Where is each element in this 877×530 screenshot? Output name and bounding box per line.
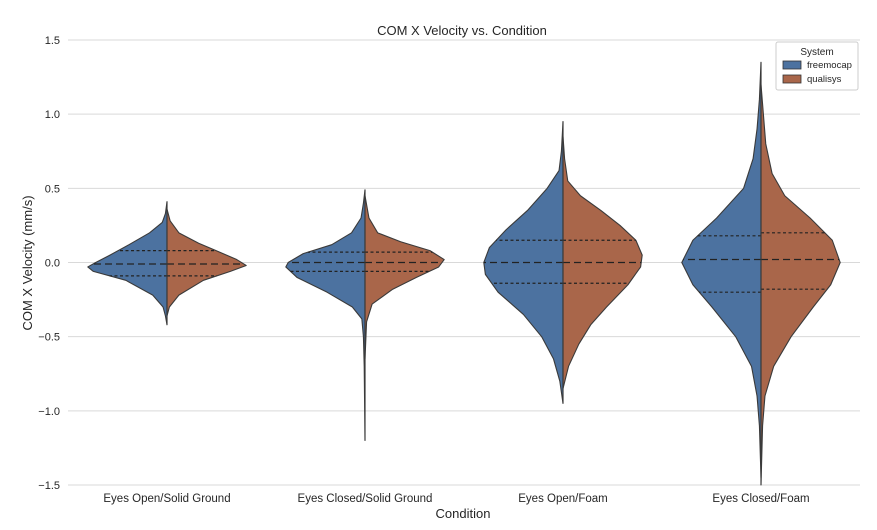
legend-swatch-qualisys [782,74,802,84]
violin-half-freemocap [681,61,762,479]
y-axis-ticks: −1.5 −1.0 −0.5 0.0 0.5 1.0 1.5 [38,35,60,492]
x-axis-ticks: Eyes Open/Solid Ground Eyes Closed/Solid … [103,493,809,505]
x-tick-label: Eyes Closed/Solid Ground [298,493,433,505]
x-tick-label: Eyes Closed/Foam [712,493,809,505]
legend-title: System [800,47,833,58]
legend-label-qualisys: qualisys [807,74,842,85]
y-tick-label: −0.5 [38,332,60,344]
y-tick-label: 0.0 [45,258,60,270]
violin-half-qualisys [166,208,247,317]
violin-half-freemocap [285,189,366,442]
violin-half-qualisys [364,195,445,360]
x-axis-label: Condition [436,506,491,521]
y-tick-label: −1.0 [38,406,60,418]
y-tick-label: −1.5 [38,480,60,492]
violin-half-qualisys [760,83,841,486]
x-tick-label: Eyes Open/Foam [518,493,607,505]
y-axis-label: COM X Velocity (mm/s) [20,195,35,330]
legend: System freemocap qualisys [775,41,859,91]
chart-title: COM X Velocity vs. Condition [377,23,547,38]
y-tick-label: 1.5 [45,35,60,47]
violin-half-freemocap [87,201,168,326]
y-tick-label: 1.0 [45,109,60,121]
violins [87,61,841,486]
y-tick-label: 0.5 [45,183,60,195]
x-tick-label: Eyes Open/Solid Ground [103,493,230,505]
legend-label-freemocap: freemocap [807,60,852,71]
legend-swatch-freemocap [782,60,802,70]
